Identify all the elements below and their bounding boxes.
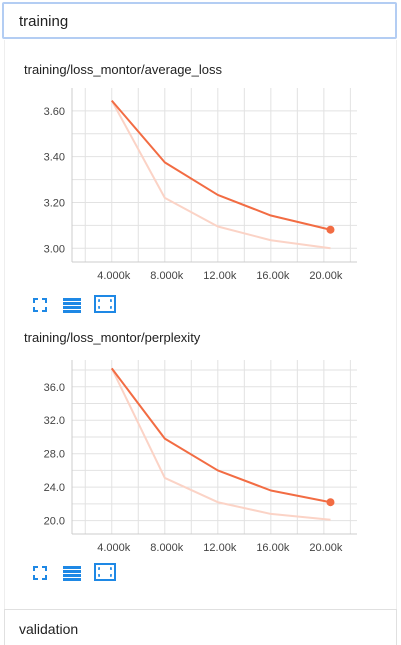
smoothed-series-line — [110, 367, 331, 504]
y-tick-label: 3.20 — [44, 197, 65, 209]
x-tick-label: 16.00k — [256, 542, 290, 554]
y-tick-label: 3.40 — [44, 152, 65, 164]
y-tick-label: 36.0 — [44, 382, 65, 394]
fit-domain-button-2[interactable] — [29, 563, 51, 583]
x-tick-label: 4.000k — [97, 542, 131, 554]
x-tick-label: 8.000k — [150, 542, 184, 554]
average-loss-chart[interactable]: 3.00 3.20 3.40 3.60 4.000k 8.000k 12.00k 16.00k… — [0, 80, 401, 290]
expand-chart-button[interactable] — [94, 294, 116, 314]
validation-group-header[interactable]: validation — [4, 609, 397, 645]
x-tick-label: 8.000k — [150, 270, 184, 282]
x-tick-label: 20.00k — [309, 270, 343, 282]
fit-domain-button[interactable] — [29, 295, 51, 315]
x-tick-label: 4.000k — [97, 270, 131, 282]
smoothed-series-line — [111, 99, 331, 231]
y-tick-label: 32.0 — [44, 415, 65, 427]
x-tick-label: 16.00k — [256, 270, 290, 282]
fit-domain-icon — [33, 298, 47, 312]
x-tick-label: 20.00k — [309, 542, 343, 554]
raw-series-line — [110, 367, 331, 521]
x-tick-label: 12.00k — [203, 270, 237, 282]
last-point-marker — [326, 498, 335, 507]
chart-title-average-loss: training/loss_montor/average_loss — [24, 62, 222, 77]
perplexity-chart[interactable]: 20.0 24.0 28.0 32.0 36.0 4.000k 8.000k 12.00k 16… — [0, 352, 401, 562]
toggle-data-table-icon — [63, 297, 81, 313]
raw-series-line — [110, 100, 331, 250]
y-tick-label: 28.0 — [44, 449, 65, 461]
y-tick-label: 20.0 — [44, 516, 65, 528]
training-group-label: training — [19, 13, 69, 30]
group-border-left — [4, 40, 5, 610]
expand-chart-button-2[interactable] — [94, 562, 116, 582]
x-tick-label: 12.00k — [203, 542, 237, 554]
last-point-marker — [326, 225, 335, 234]
validation-group-label: validation — [19, 621, 79, 637]
fit-domain-icon — [33, 566, 47, 580]
expand-chart-icon — [94, 295, 116, 313]
y-tick-label: 3.60 — [44, 106, 65, 118]
toggle-data-table-icon — [63, 565, 81, 581]
toggle-data-table-button[interactable] — [61, 295, 83, 315]
y-tick-label: 3.00 — [44, 243, 65, 255]
group-border-right — [396, 40, 397, 610]
chart-title-perplexity: training/loss_montor/perplexity — [24, 330, 201, 345]
training-group-header[interactable]: training — [2, 2, 397, 39]
expand-chart-icon — [94, 563, 116, 581]
toggle-data-table-button-2[interactable] — [61, 563, 83, 583]
y-tick-label: 24.0 — [44, 482, 65, 494]
